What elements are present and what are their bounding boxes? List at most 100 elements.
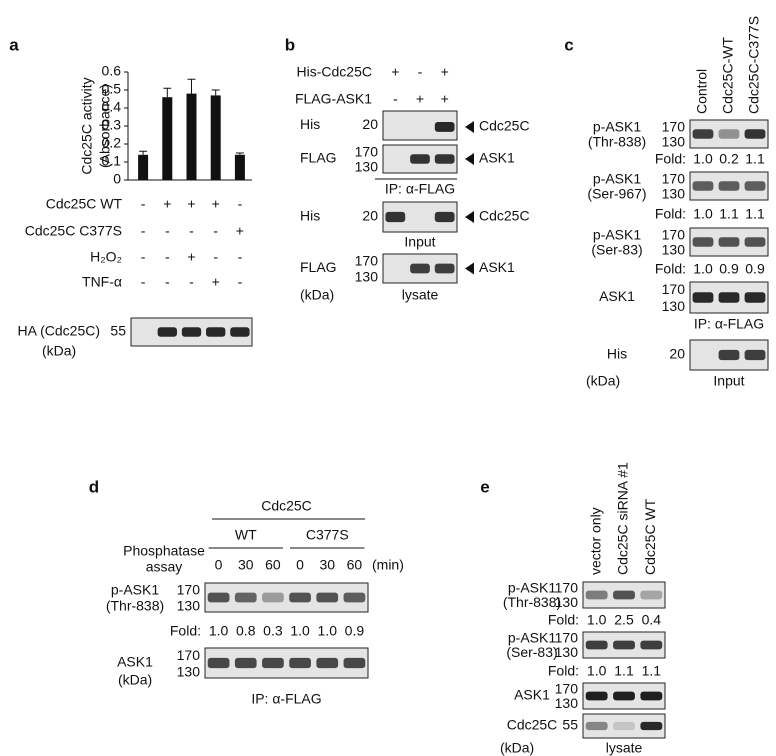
fold-value: 0.9 [345, 623, 365, 639]
band [289, 592, 311, 603]
y-axis-label: (Absorbance) [97, 84, 113, 168]
fold-value: 1.0 [587, 612, 607, 628]
band [718, 292, 740, 303]
fold-value: 1.0 [318, 623, 338, 639]
group-label: C377S [306, 527, 349, 543]
y-tick-label: 0.2 [102, 135, 122, 151]
marker: 55 [562, 717, 578, 733]
marker: 55 [110, 323, 126, 339]
marker: 170 [177, 582, 201, 598]
marker: 170 [555, 630, 579, 646]
condition-mark: - [418, 64, 423, 80]
time: 30 [238, 557, 254, 573]
condition-name: Cdc25C C377S [25, 223, 122, 239]
bar [186, 93, 197, 180]
fold-value: 1.0 [693, 261, 713, 277]
blot-label: Cdc25C [507, 717, 558, 733]
marker: 130 [355, 159, 379, 175]
blot-label: p-ASK1 [593, 226, 641, 242]
condition-mark: + [441, 91, 449, 107]
y-tick-label: 0.1 [102, 153, 122, 169]
blot-label: (Thr-838) [588, 134, 646, 150]
blot-caption: IP: α-FLAG [694, 316, 764, 332]
fold-value: 1.0 [290, 623, 310, 639]
band [744, 292, 766, 303]
unit: (kDa) [500, 740, 534, 756]
panel-label: e [480, 477, 489, 496]
band [640, 590, 663, 600]
panel-label: c [564, 35, 573, 54]
fold-label: Fold: [655, 261, 686, 277]
fold-value: 0.2 [719, 151, 739, 167]
group-header: Cdc25C [261, 498, 312, 514]
condition-mark: + [187, 196, 195, 212]
band [718, 237, 740, 247]
fold-value: 0.9 [719, 261, 739, 277]
band-label: ASK1 [479, 259, 515, 275]
condition-mark: + [416, 91, 424, 107]
band [434, 211, 455, 223]
marker: 130 [177, 597, 201, 613]
marker: 170 [662, 118, 686, 134]
condition-mark: - [213, 249, 218, 265]
marker: 170 [662, 226, 686, 242]
time-unit: (min) [372, 557, 404, 573]
marker: 20 [669, 346, 685, 362]
lane-header: Cdc25C-WT [720, 37, 736, 114]
error-bar [139, 150, 148, 155]
marker: 130 [355, 268, 379, 284]
lane-header: Cdc25C siRNA #1 [615, 462, 631, 575]
band [744, 237, 766, 247]
fold-value: 0.8 [236, 623, 256, 639]
fold-value: 1.1 [745, 206, 765, 222]
band [585, 590, 608, 600]
marker: 130 [555, 594, 579, 610]
unit: (kDa) [118, 672, 152, 688]
band [207, 657, 230, 669]
band [718, 181, 740, 191]
panel-label: a [9, 35, 19, 54]
band [410, 263, 430, 274]
marker: 130 [177, 663, 201, 679]
time: 0 [296, 557, 304, 573]
fold-value: 0.4 [642, 612, 662, 628]
band [434, 263, 455, 274]
band [613, 590, 635, 600]
unit: (kDa) [300, 287, 334, 303]
row-label: Phosphatase [123, 543, 205, 559]
panel-label: d [89, 477, 99, 496]
condition-mark: - [189, 274, 194, 290]
blot-label: p-ASK1 [111, 582, 159, 598]
condition-mark: - [189, 223, 194, 239]
condition-name: H₂O₂ [90, 249, 122, 265]
fold-label: Fold: [655, 151, 686, 167]
bar [210, 95, 221, 180]
band [234, 592, 257, 603]
time: 30 [319, 557, 335, 573]
marker: 130 [662, 186, 686, 202]
lane-header: Cdc25C-C377S [746, 16, 762, 114]
error-bar [163, 87, 172, 98]
y-tick-label: 0.4 [102, 99, 122, 115]
marker: 130 [662, 134, 686, 150]
condition-mark: - [213, 223, 218, 239]
band [157, 327, 177, 337]
time: 60 [347, 557, 363, 573]
marker: 170 [555, 580, 579, 596]
condition-mark: - [141, 274, 146, 290]
band-label: Cdc25C [479, 118, 530, 134]
blot-label: p-ASK1 [593, 118, 641, 134]
fold-value: 1.1 [745, 151, 765, 167]
error-bar [211, 89, 220, 96]
y-tick-label: 0 [113, 171, 121, 187]
arrowhead [465, 153, 474, 165]
marker: 130 [662, 242, 686, 258]
band-label: Cdc25C [479, 208, 530, 224]
group-label: WT [235, 527, 257, 543]
blot [204, 647, 369, 679]
blot-label: ASK1 [599, 288, 635, 304]
band [718, 349, 740, 361]
condition-name: Cdc25C WT [46, 196, 123, 212]
band [640, 640, 663, 650]
